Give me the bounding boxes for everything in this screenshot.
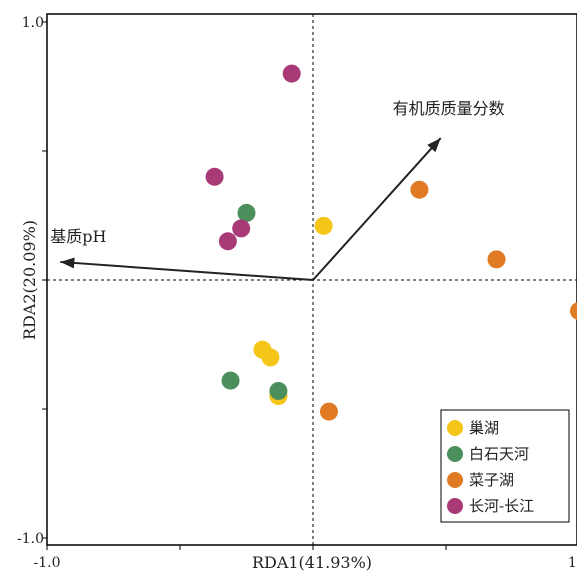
arrow-head bbox=[427, 138, 441, 153]
data-point bbox=[570, 302, 577, 320]
legend-label: 菜子湖 bbox=[469, 471, 514, 489]
data-point bbox=[221, 371, 240, 390]
legend-marker bbox=[447, 420, 463, 436]
legend-marker bbox=[447, 472, 463, 488]
data-point bbox=[314, 216, 333, 235]
data-point bbox=[410, 180, 429, 199]
data-point bbox=[261, 348, 280, 367]
data-point bbox=[319, 402, 338, 421]
data-point bbox=[487, 250, 506, 269]
legend-marker bbox=[447, 446, 463, 462]
data-point bbox=[237, 203, 256, 222]
y-tick-label: 1.0 bbox=[22, 15, 44, 31]
sample-points bbox=[205, 64, 577, 421]
axis-ticks: -1.0 1.0 1.0 -1.0 bbox=[17, 15, 577, 571]
legend-label: 白石天河 bbox=[469, 445, 529, 463]
legend-marker bbox=[447, 498, 463, 514]
data-point bbox=[282, 64, 301, 83]
data-point bbox=[205, 167, 224, 186]
x-tick-label: -1.0 bbox=[34, 555, 61, 571]
arrow-label: 基质pH bbox=[50, 227, 106, 246]
arrow-head bbox=[60, 257, 75, 269]
arrow-line bbox=[312, 137, 442, 281]
arrow-line bbox=[60, 260, 314, 281]
legend-label: 巢湖 bbox=[469, 419, 499, 437]
arrow-label: 有机质质量分数 bbox=[393, 99, 505, 118]
x-tick-label: 1.0 bbox=[568, 555, 577, 571]
y-tick-label: -1.0 bbox=[17, 531, 44, 547]
legend-label: 长河-长江 bbox=[469, 497, 534, 515]
data-point bbox=[232, 219, 251, 238]
data-point bbox=[218, 232, 237, 251]
y-axis-label: RDA2(20.09%) bbox=[20, 220, 39, 340]
x-axis-label: RDA1(41.93%) bbox=[252, 553, 372, 572]
data-point bbox=[269, 381, 288, 400]
